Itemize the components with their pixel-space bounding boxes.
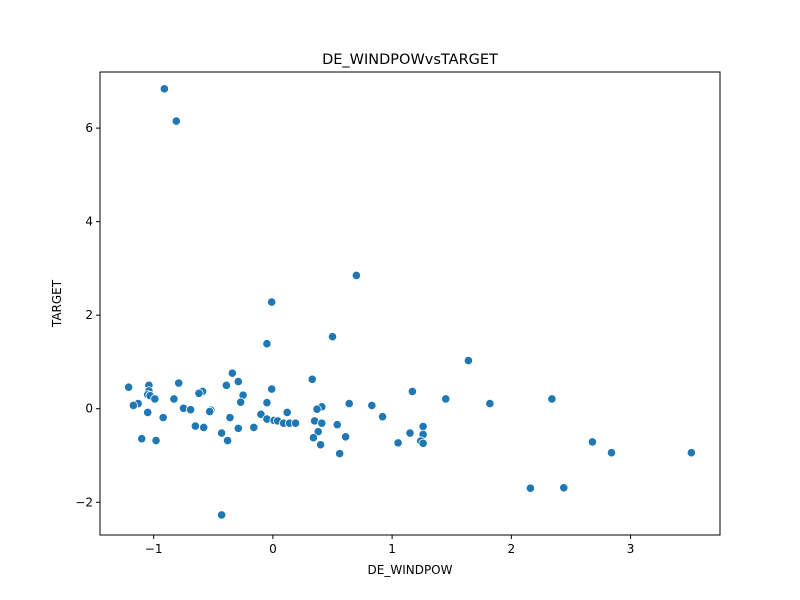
x-tick-label: 3 <box>627 542 635 556</box>
points-layer <box>124 84 696 520</box>
scatter-point <box>418 438 428 448</box>
scatter-point <box>332 420 342 430</box>
scatter-point <box>315 440 326 450</box>
scatter-point <box>262 398 272 408</box>
scatter-point <box>559 483 569 493</box>
scatter-point <box>587 437 598 447</box>
scatter-point <box>217 510 227 520</box>
scatter-point <box>367 400 377 411</box>
scatter-point <box>150 394 160 404</box>
scatter-point <box>267 297 277 307</box>
x-tick-label: 1 <box>388 542 396 556</box>
scatter-point <box>186 405 196 415</box>
x-tick-label: 0 <box>269 542 277 556</box>
scatter-point <box>225 413 235 423</box>
scatter-point <box>377 412 388 422</box>
y-tick-label: −2 <box>75 495 93 509</box>
scatter-point <box>407 386 417 397</box>
scatter-point <box>686 448 696 458</box>
y-tick-label: 4 <box>85 215 93 229</box>
chart-title: DE_WINDPOWvsTARGET <box>322 52 498 68</box>
y-tick-label: 2 <box>85 308 93 322</box>
scatter-point <box>222 435 233 446</box>
scatter-point <box>282 407 292 418</box>
scatter-point <box>327 332 338 342</box>
scatter-point <box>405 428 415 438</box>
scatter-point <box>249 422 259 433</box>
scatter-point <box>344 398 354 409</box>
scatter-point <box>221 380 231 390</box>
scatter-point <box>341 432 351 442</box>
scatter-point <box>335 449 345 459</box>
scatter-point <box>199 422 209 433</box>
scatter-point <box>393 438 403 448</box>
ticks-layer: −1 0 1 2 3 −2 0 2 4 6 <box>75 121 634 556</box>
scatter-point <box>124 382 134 392</box>
scatter-point <box>262 339 272 349</box>
scatter-point <box>312 404 322 414</box>
scatter-point <box>194 388 204 398</box>
scatter-point <box>233 377 243 387</box>
scatter-point <box>317 418 327 428</box>
scatter-point <box>128 400 138 411</box>
scatter-point <box>171 116 181 126</box>
scatter-point <box>205 406 215 417</box>
y-tick-label: 0 <box>85 402 93 416</box>
scatter-point <box>151 435 161 446</box>
scatter-point <box>267 384 277 394</box>
scatter-point <box>227 368 237 378</box>
scatter-point <box>158 413 168 423</box>
scatter-point <box>547 394 557 404</box>
scatter-point <box>485 398 495 409</box>
x-tick-label: −1 <box>145 542 163 556</box>
scatter-point <box>190 421 200 431</box>
scatter-point <box>159 84 169 94</box>
scatter-point <box>307 374 317 384</box>
scatter-point <box>256 409 266 419</box>
y-axis-label: TARGET <box>50 279 64 328</box>
scatter-point <box>463 355 474 366</box>
scatter-point <box>137 434 147 444</box>
scatter-point <box>217 428 227 438</box>
scatter-point <box>290 418 301 428</box>
scatter-point <box>233 423 243 433</box>
x-axis-label: DE_WINDPOW <box>368 563 453 577</box>
y-tick-label: 6 <box>85 121 93 135</box>
scatter-point <box>351 270 361 281</box>
scatter-point <box>169 394 179 404</box>
scatter-point <box>313 427 323 437</box>
scatter-point <box>308 433 319 443</box>
scatter-point <box>441 394 451 404</box>
scatter-point <box>236 397 246 407</box>
scatter-point <box>525 483 536 493</box>
x-tick-label: 2 <box>508 542 516 556</box>
scatter-point <box>143 407 153 418</box>
scatter-point <box>418 421 428 432</box>
scatter-point <box>174 378 184 388</box>
scatter-point <box>606 448 617 458</box>
plot-frame <box>99 71 721 536</box>
